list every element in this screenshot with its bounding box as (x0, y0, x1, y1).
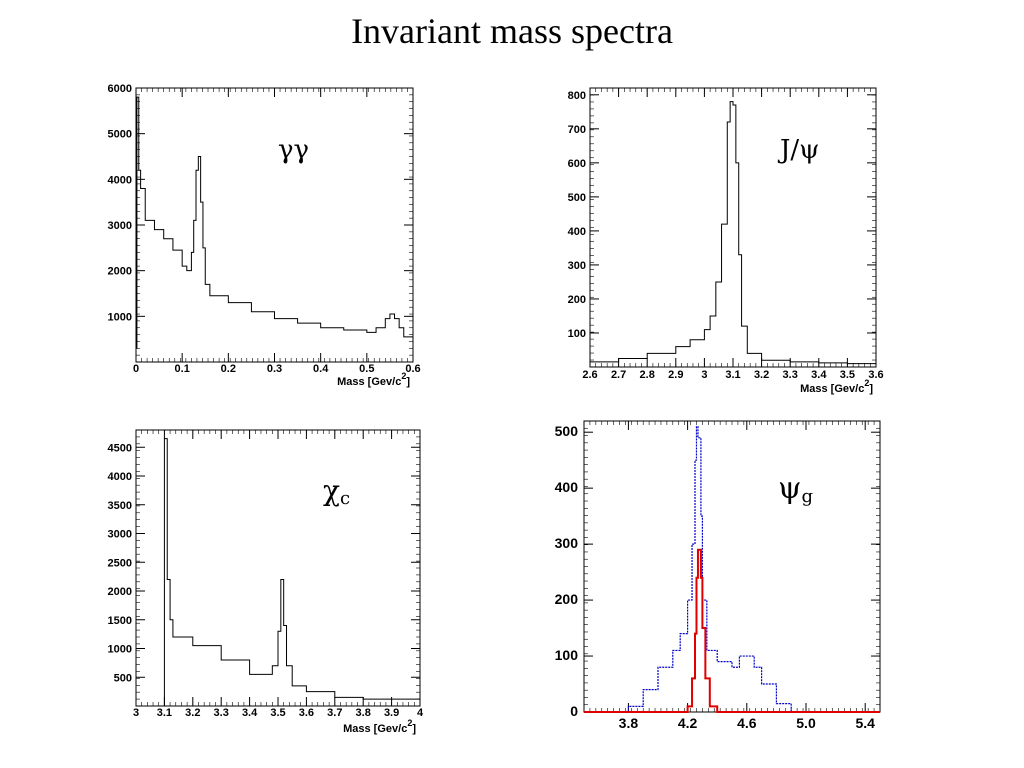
x-tick-label: 3.4 (811, 369, 827, 381)
y-tick-label: 0 (570, 703, 578, 719)
x-tick-label: 3.2 (754, 369, 769, 381)
x-tick-label: 3.6 (868, 369, 883, 381)
x-tick-label: 3.2 (185, 707, 200, 719)
x-axis-title-text: Mass [Gev/c (343, 723, 407, 735)
particle-label: ψg (778, 471, 813, 507)
x-tick-label: 0 (133, 363, 139, 375)
x-axis-title-close: ] (869, 383, 873, 395)
particle-label: J/ψ (777, 135, 820, 165)
x-tick-label: 3.3 (783, 369, 798, 381)
x-tick-label: 4 (417, 707, 424, 719)
y-tick-label: 200 (568, 294, 586, 306)
y-tick-label: 300 (555, 535, 579, 551)
particle-label-main: J/ψ (777, 135, 820, 165)
histogram-series-1 (584, 548, 880, 713)
x-axis-title-close: ] (406, 376, 410, 388)
x-tick-label: 2.9 (668, 369, 683, 381)
x-axis-title-text: Mass [Gev/c (337, 376, 401, 388)
x-tick-label: 3.6 (299, 707, 314, 719)
x-tick-label: 4.2 (678, 715, 698, 731)
particle-label-main: χ (323, 474, 340, 507)
x-axis-title: Mass [Gev/c2] (337, 371, 410, 388)
x-tick-label: 3.3 (214, 707, 229, 719)
x-tick-label: 0.3 (267, 363, 282, 375)
y-tick-label: 1500 (108, 615, 132, 627)
plot-frame (583, 420, 881, 713)
x-tick-label: 3.1 (157, 707, 172, 719)
y-tick-label: 4000 (108, 471, 132, 483)
y-tick-label: 4500 (108, 442, 132, 454)
minor-ticks (584, 421, 880, 712)
slide-title: Invariant mass spectra (351, 11, 673, 51)
y-tick-label: 2000 (108, 266, 132, 278)
y-tick-label: 1000 (108, 644, 132, 656)
y-tick-label: 600 (568, 158, 586, 170)
y-tick-label: 2500 (108, 557, 132, 569)
x-tick-label: 0.4 (313, 363, 329, 375)
y-tick-label: 400 (555, 479, 579, 495)
particle-label-main: γγ (278, 135, 309, 165)
histogram-series-0 (163, 438, 421, 706)
x-tick-label: 2.8 (640, 369, 655, 381)
particle-label-sub: g (802, 486, 814, 507)
x-tick-label: 2.6 (582, 369, 597, 381)
x-tick-label: 3.4 (242, 707, 258, 719)
y-tick-label: 100 (568, 328, 586, 340)
x-tick-label: 3.8 (356, 707, 371, 719)
y-tick-label: 6000 (108, 83, 132, 95)
y-tick-label: 3000 (108, 220, 132, 232)
x-tick-label: 5.4 (855, 715, 875, 731)
y-tick-label: 100 (555, 647, 579, 663)
x-axis-title-close: ] (412, 723, 416, 735)
x-tick-label: 3.5 (270, 707, 285, 719)
histogram-series-0 (584, 425, 880, 713)
y-tick-label: 5000 (108, 129, 132, 141)
x-tick-label: 5.0 (796, 715, 816, 731)
x-tick-label: 3.9 (384, 707, 399, 719)
x-axis-title-sup: 2 (407, 718, 412, 728)
y-tick-label: 3500 (108, 500, 132, 512)
y-tick-label: 2000 (108, 586, 132, 598)
y-tick-label: 800 (568, 90, 586, 102)
x-tick-label: 0.1 (175, 363, 190, 375)
y-tick-label: 200 (555, 591, 579, 607)
x-tick-label: 3.8 (619, 715, 639, 731)
x-tick-label: 3.1 (725, 369, 740, 381)
x-axis-title-sup: 2 (864, 378, 869, 388)
x-tick-label: 0.6 (405, 363, 420, 375)
x-tick-label: 2.7 (611, 369, 626, 381)
x-tick-label: 3.7 (327, 707, 342, 719)
particle-label: χc (323, 474, 350, 509)
y-tick-label: 1000 (108, 311, 132, 323)
x-axis-title: Mass [Gev/c2] (800, 378, 873, 395)
x-tick-label: 3 (701, 369, 707, 381)
x-axis-title: Mass [Gev/c2] (343, 718, 416, 735)
y-tick-label: 3000 (108, 529, 132, 541)
x-tick-label: 0.2 (221, 363, 236, 375)
y-tick-label: 500 (555, 423, 579, 439)
x-tick-label: 3 (133, 707, 139, 719)
x-axis-title-text: Mass [Gev/c (800, 383, 864, 395)
y-tick-label: 500 (114, 672, 132, 684)
y-tick-label: 300 (568, 260, 586, 272)
particle-label: γγ (278, 135, 309, 165)
x-axis-title-sup: 2 (401, 371, 406, 381)
y-tick-label: 500 (568, 192, 586, 204)
y-tick-label: 700 (568, 124, 586, 136)
histogram-series-0 (590, 101, 876, 365)
x-tick-label: 0.5 (359, 363, 374, 375)
y-tick-label: 4000 (108, 174, 132, 186)
particle-label-sub: c (340, 488, 350, 509)
histogram-series-0 (136, 96, 414, 349)
y-tick-label: 400 (568, 226, 586, 238)
particle-label-main: ψ (778, 471, 802, 506)
x-tick-label: 4.6 (737, 715, 757, 731)
x-tick-label: 3.5 (840, 369, 855, 381)
